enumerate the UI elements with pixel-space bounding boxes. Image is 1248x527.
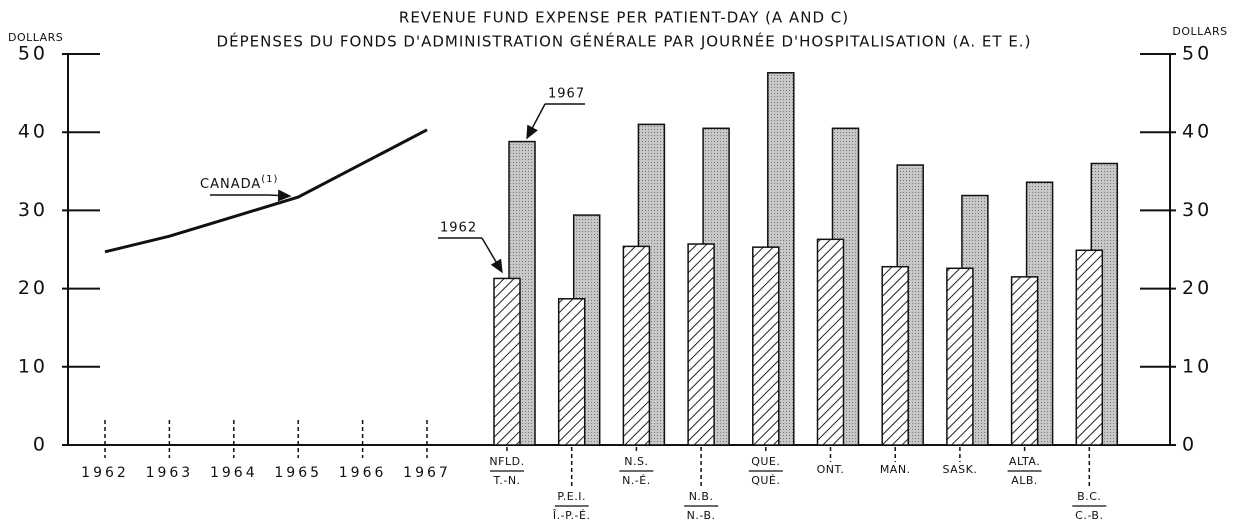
bar xyxy=(1010,276,1039,446)
y2-tick-label: 20 xyxy=(1182,277,1212,299)
y-tick-label: 10 xyxy=(18,355,48,377)
line xyxy=(104,128,428,254)
bar xyxy=(687,243,715,446)
x-tick-label: ALTA. xyxy=(1009,455,1040,468)
bar xyxy=(557,298,586,446)
x-tick-label: ONT. xyxy=(817,463,845,476)
x-tick-label: 1962 xyxy=(81,465,129,481)
y-tick-label: 0 xyxy=(33,434,48,456)
bar xyxy=(816,238,845,446)
series-label: 1967 xyxy=(548,87,585,102)
bar xyxy=(752,246,780,446)
x-tick-label: T.-N. xyxy=(492,474,520,487)
x-tick-label: ALB. xyxy=(1011,474,1038,487)
x-tick-label: 1963 xyxy=(146,465,194,481)
series-label: 1962 xyxy=(440,221,477,236)
y2-tick-label: 10 xyxy=(1182,355,1212,377)
y-tick-label: 20 xyxy=(18,277,48,299)
y-tick-label: 50 xyxy=(18,43,48,65)
x-tick-label: B.C. xyxy=(1077,490,1101,503)
y-tick-label: 30 xyxy=(18,199,48,221)
x-tick-label: MAN. xyxy=(880,463,911,476)
x-tick-label: 1964 xyxy=(210,465,258,481)
y2-tick-label: 50 xyxy=(1182,43,1212,65)
bar xyxy=(1075,249,1104,446)
y2-tick-label: 0 xyxy=(1182,434,1197,456)
x-tick-label: 1966 xyxy=(339,465,387,481)
x-tick-label: NFLD. xyxy=(489,455,524,468)
bar xyxy=(622,245,651,446)
x-tick-label: P.E.I. xyxy=(557,490,586,503)
y-axis-label: DOLLARS xyxy=(8,31,63,44)
x-tick-label: N.-B. xyxy=(687,509,716,522)
x-tick-label: N.S. xyxy=(624,455,648,468)
y2-tick-label: 40 xyxy=(1182,121,1212,143)
x-tick-label: N.B. xyxy=(689,490,714,503)
y-tick-label: 40 xyxy=(18,121,48,143)
x-tick-label: QUÉ. xyxy=(751,474,780,487)
leader-arrow xyxy=(481,237,503,274)
bar xyxy=(946,267,974,446)
bar xyxy=(493,277,521,446)
chart-subtitle: DÉPENSES DU FONDS D'ADMINISTRATION GÉNÉR… xyxy=(217,32,1032,51)
series-label: CANADA(1) xyxy=(200,174,278,192)
series-note: (1) xyxy=(261,174,278,185)
x-tick-label: SASK. xyxy=(942,463,977,476)
leader-arrow xyxy=(267,189,292,202)
x-tick-label: N.-É. xyxy=(622,474,651,487)
leader-arrow xyxy=(526,103,546,140)
x-tick-label: 1967 xyxy=(403,465,451,481)
series-name: CANADA xyxy=(200,177,261,192)
bar xyxy=(881,265,909,446)
y2-axis-label: DOLLARS xyxy=(1172,25,1227,38)
chart-title: REVENUE FUND EXPENSE PER PATIENT-DAY (A … xyxy=(399,9,849,27)
x-tick-label: QUE. xyxy=(751,455,780,468)
y2-tick-label: 30 xyxy=(1182,199,1212,221)
x-tick-label: C.-B. xyxy=(1075,509,1103,522)
x-tick-label: Î.-P.-É. xyxy=(552,509,591,522)
x-tick-label: 1965 xyxy=(274,465,322,481)
